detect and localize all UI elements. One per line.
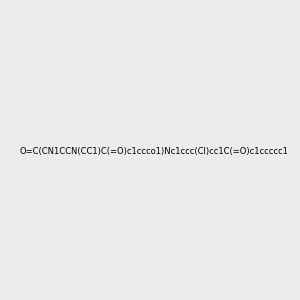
Text: O=C(CN1CCN(CC1)C(=O)c1ccco1)Nc1ccc(Cl)cc1C(=O)c1ccccc1: O=C(CN1CCN(CC1)C(=O)c1ccco1)Nc1ccc(Cl)cc… <box>19 147 288 156</box>
